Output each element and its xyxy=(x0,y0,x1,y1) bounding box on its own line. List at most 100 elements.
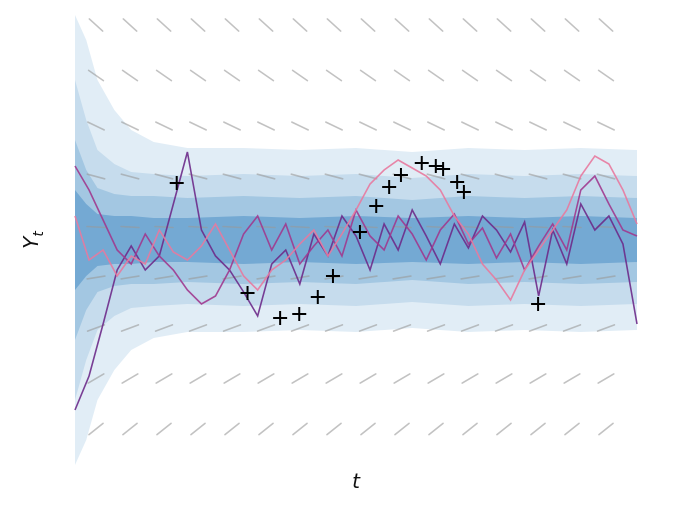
slope-segment xyxy=(426,324,446,332)
plus-marker xyxy=(240,286,255,300)
slope-segment xyxy=(460,173,480,180)
slope-segment xyxy=(121,69,139,82)
slope-segment xyxy=(462,422,478,436)
plus-marker xyxy=(393,168,408,182)
slope-segment xyxy=(154,275,174,280)
slope-segment xyxy=(427,373,445,384)
slope-segment xyxy=(324,225,344,229)
slope-segment xyxy=(188,275,208,280)
slope-segment xyxy=(256,324,276,332)
slope-segment xyxy=(596,324,616,332)
slope-segment xyxy=(257,69,275,82)
slope-segment xyxy=(156,18,172,32)
slope-segment xyxy=(494,225,514,229)
slope-segment xyxy=(290,173,310,180)
slope-segment xyxy=(495,69,513,82)
slope-segment xyxy=(154,324,174,332)
slope-segment xyxy=(291,373,309,384)
slope-segment xyxy=(358,225,378,229)
slope-segment xyxy=(360,18,376,32)
slope-segment xyxy=(155,121,173,131)
slope-segment xyxy=(325,69,343,82)
slope-segment xyxy=(257,121,275,131)
slope-segment xyxy=(528,173,548,180)
slope-segment xyxy=(224,422,240,436)
slope-segment xyxy=(189,373,207,384)
slope-segment xyxy=(529,373,547,384)
slope-segment xyxy=(494,275,514,280)
slope-segment xyxy=(292,422,308,436)
sample-path xyxy=(74,154,638,302)
slope-segment xyxy=(87,121,105,131)
slope-segment xyxy=(257,373,275,384)
slope-segment xyxy=(188,225,208,229)
slope-segment xyxy=(326,18,342,32)
slope-segment xyxy=(528,225,548,229)
slope-segment xyxy=(394,18,410,32)
slope-segment xyxy=(86,173,106,180)
slope-segment xyxy=(393,69,411,82)
fan-bands xyxy=(75,15,637,465)
slope-segment xyxy=(494,324,514,332)
slope-segment xyxy=(290,324,310,332)
slope-segment xyxy=(324,324,344,332)
slope-segment xyxy=(529,121,547,131)
slope-segment xyxy=(290,275,310,280)
y-axis-label: Yt xyxy=(19,231,47,249)
slope-segment xyxy=(564,18,580,32)
slope-segment xyxy=(121,373,139,384)
slope-segment xyxy=(460,275,480,280)
slope-segment xyxy=(326,422,342,436)
slope-segment xyxy=(189,69,207,82)
slope-segment xyxy=(291,69,309,82)
y-label-main: Y xyxy=(19,235,43,249)
slope-segment xyxy=(189,121,207,131)
slope-segment xyxy=(120,324,140,332)
slope-segment xyxy=(188,324,208,332)
slope-segment xyxy=(223,121,241,131)
slope-segment xyxy=(392,275,412,280)
slope-segment xyxy=(222,225,242,229)
slope-segment xyxy=(597,121,615,131)
plus-marker xyxy=(382,180,397,194)
slope-segment xyxy=(120,225,140,229)
plus-marker xyxy=(450,175,465,189)
slope-segment xyxy=(563,69,581,82)
slope-segment xyxy=(325,121,343,131)
slope-segment xyxy=(86,225,106,229)
slope-segment xyxy=(530,18,546,32)
slope-segment xyxy=(461,69,479,82)
slope-segment xyxy=(156,422,172,436)
slope-segment xyxy=(258,422,274,436)
slope-segment xyxy=(563,373,581,384)
slope-segment xyxy=(494,173,514,180)
slope-segment xyxy=(596,225,616,229)
slope-segment xyxy=(358,324,378,332)
slope-segment xyxy=(291,121,309,131)
plus-marker xyxy=(310,290,325,304)
slope-segment xyxy=(528,275,548,280)
slope-segment xyxy=(223,69,241,82)
slope-segment xyxy=(87,373,105,384)
plus-marker xyxy=(273,311,288,325)
slope-segment xyxy=(460,225,480,229)
plus-marker xyxy=(428,159,443,173)
x-axis-label: t xyxy=(352,469,361,493)
slope-segment xyxy=(563,121,581,131)
slope-segment xyxy=(428,18,444,32)
plus-marker xyxy=(169,176,184,190)
slope-segment xyxy=(256,173,276,180)
slope-segment xyxy=(496,18,512,32)
slope-segment xyxy=(596,275,616,280)
slope-segment xyxy=(427,121,445,131)
slope-segment xyxy=(86,275,106,280)
slope-field xyxy=(86,18,616,436)
slope-segment xyxy=(222,275,242,280)
slope-segment xyxy=(88,18,104,32)
slope-segment xyxy=(495,121,513,131)
slope-segment xyxy=(460,324,480,332)
slope-segment xyxy=(562,324,582,332)
slope-segment xyxy=(426,275,446,280)
slope-segment xyxy=(120,173,140,180)
plus-marker xyxy=(352,225,367,239)
